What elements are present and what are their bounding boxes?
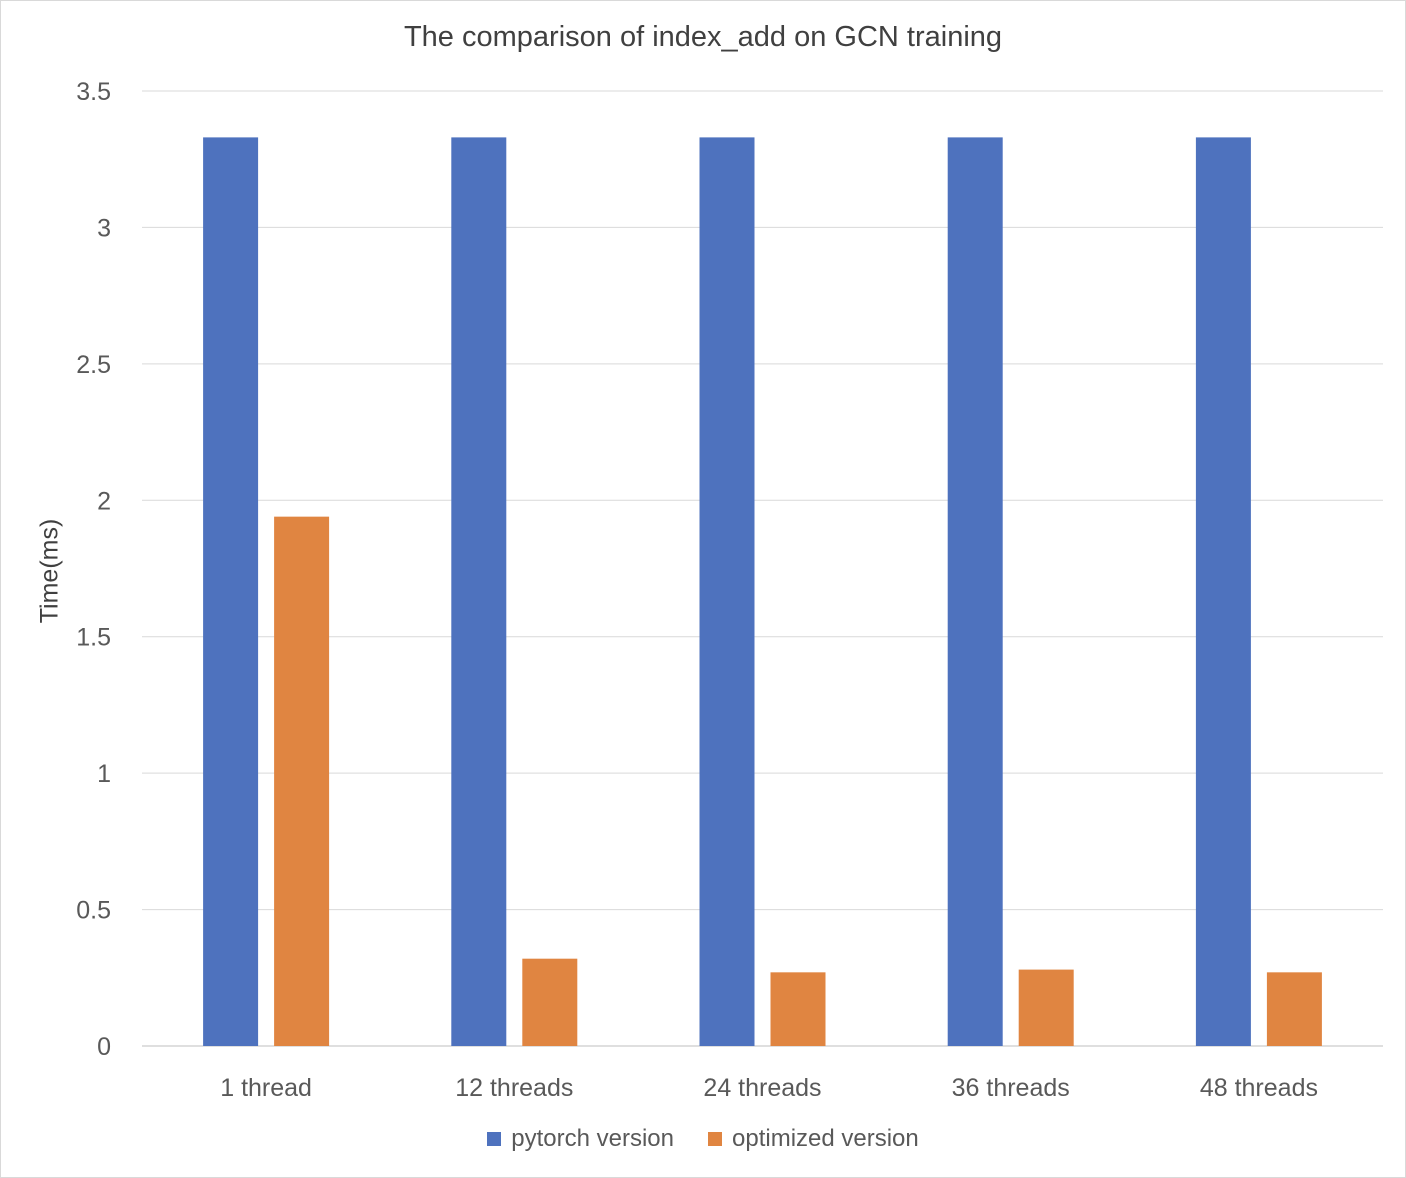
x-tick-label: 12 threads [455, 1074, 573, 1102]
legend-item-optimized: optimized version [708, 1125, 919, 1153]
y-tick-label: 2.5 [76, 351, 111, 379]
legend-swatch-pytorch [487, 1132, 502, 1146]
bar-pytorch [947, 137, 1003, 1046]
legend-label-pytorch: pytorch version [511, 1125, 674, 1152]
bar-pytorch [451, 137, 507, 1046]
x-tick-label: 1 thread [220, 1074, 312, 1102]
legend-swatch-optimized [708, 1132, 722, 1146]
y-tick-label: 1 [97, 760, 111, 788]
y-tick-label: 1.5 [76, 624, 111, 652]
bar-optimized [274, 516, 330, 1046]
bar-optimized [1018, 969, 1074, 1046]
y-tick-label: 0.5 [76, 897, 111, 925]
y-tick-label: 3 [97, 214, 111, 242]
legend-label-optimized: optimized version [732, 1125, 919, 1152]
x-tick-label: 48 threads [1200, 1074, 1318, 1102]
x-tick-label: 24 threads [703, 1074, 821, 1102]
y-tick-label: 2 [97, 487, 111, 515]
y-tick-label: 3.5 [76, 78, 111, 106]
bar-optimized [1266, 972, 1322, 1046]
bar-optimized [522, 958, 578, 1046]
bar-pytorch [699, 137, 755, 1046]
y-tick-label: 0 [97, 1033, 111, 1061]
chart-title: The comparison of index_add on GCN train… [403, 21, 1003, 53]
legend-item-pytorch: pytorch version [487, 1125, 674, 1153]
x-tick-label: 36 threads [952, 1074, 1070, 1102]
legend: pytorch version optimized version [1, 1125, 1405, 1153]
bar-pytorch [1195, 137, 1251, 1046]
bar-pytorch [203, 137, 259, 1046]
bar-optimized [770, 972, 826, 1046]
